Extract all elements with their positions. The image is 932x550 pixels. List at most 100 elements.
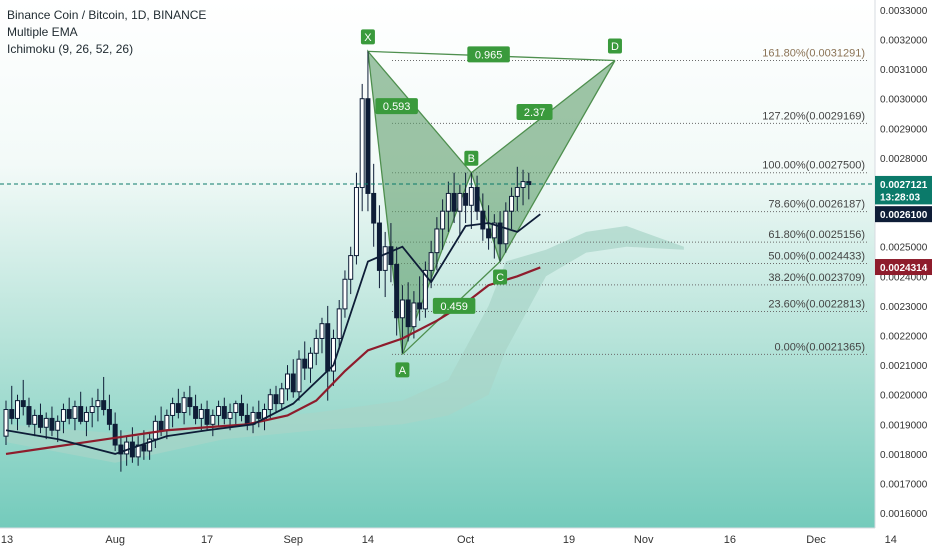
pattern-point-label[interactable] bbox=[360, 29, 375, 45]
candle-body bbox=[353, 187, 359, 257]
candle-body bbox=[3, 409, 9, 437]
candle-body bbox=[124, 441, 130, 455]
candle-body bbox=[221, 406, 227, 419]
candle-body bbox=[480, 210, 486, 230]
candle-body bbox=[193, 406, 199, 419]
candles bbox=[3, 51, 532, 472]
symbol-title[interactable]: Binance Coin / Bitcoin, 1D, BINANCE bbox=[7, 8, 207, 22]
candle-body bbox=[307, 352, 313, 369]
pattern-ratio-label[interactable] bbox=[467, 46, 510, 63]
candle-body bbox=[422, 269, 428, 310]
candle-body bbox=[417, 302, 423, 310]
price-tick-label: 0.0019000 bbox=[880, 420, 928, 431]
candle-body bbox=[55, 420, 61, 431]
time-tick-label: 16 bbox=[724, 534, 736, 546]
candle-body bbox=[106, 409, 112, 425]
candle-body bbox=[411, 302, 417, 328]
candle-body bbox=[445, 192, 451, 212]
pattern-point-label[interactable] bbox=[464, 150, 479, 166]
candle-body bbox=[382, 246, 388, 271]
indicator-ema-label[interactable]: Multiple EMA bbox=[7, 25, 78, 39]
candle-body bbox=[141, 444, 147, 452]
price-tick-label: 0.0016000 bbox=[880, 509, 928, 520]
candle-body bbox=[267, 394, 273, 411]
price-axis[interactable]: 0.0016000 0.0017000 0.0018000 0.0019000 0.00… bbox=[874, 0, 932, 550]
candle-body bbox=[233, 403, 239, 413]
candle-body bbox=[405, 299, 411, 328]
candle-body bbox=[227, 411, 233, 419]
price-tick-label: 0.0024000 bbox=[880, 272, 928, 283]
candle-body bbox=[43, 417, 49, 428]
candle-body bbox=[20, 400, 26, 408]
price-tick-label: 0.0017000 bbox=[880, 480, 928, 491]
pattern-point-text: C bbox=[496, 272, 504, 284]
candle-body bbox=[302, 358, 308, 369]
candle-body bbox=[256, 411, 262, 419]
candle-body bbox=[440, 210, 446, 230]
time-tick-label: 14 bbox=[362, 534, 374, 546]
candle-body bbox=[388, 246, 394, 265]
indicator-ichimoku-label[interactable]: Ichimoku (9, 26, 52, 26) bbox=[7, 42, 134, 56]
pattern-ratio-label[interactable] bbox=[516, 104, 553, 121]
time-tick-label: Aug bbox=[105, 534, 125, 546]
price-tick-label: 0.0028000 bbox=[880, 154, 928, 165]
price-tick-label: 0.0030000 bbox=[880, 95, 928, 106]
candle-body bbox=[152, 420, 158, 440]
pattern-point-label[interactable] bbox=[493, 269, 508, 285]
candle-body bbox=[296, 358, 302, 393]
pattern-point-text: D bbox=[611, 41, 619, 53]
chart-legend: Binance Coin / Bitcoin, 1D, BINANCE Mult… bbox=[7, 7, 206, 58]
candle-body bbox=[239, 403, 245, 416]
candle-body bbox=[468, 187, 474, 206]
candle-body bbox=[175, 403, 181, 413]
price-tick-label: 0.0032000 bbox=[880, 36, 928, 47]
fib-label: 38.20%(0.0023709) bbox=[768, 272, 865, 284]
price-tick-label: 0.0020000 bbox=[880, 391, 928, 402]
candle-body bbox=[325, 323, 331, 372]
pattern-point-text: X bbox=[364, 32, 372, 44]
candle-body bbox=[66, 409, 72, 419]
pattern-ratio-text: 0.965 bbox=[475, 49, 503, 61]
candle-body bbox=[348, 255, 354, 280]
time-axis-bg[interactable] bbox=[0, 528, 875, 550]
fib-label: 127.20%(0.0029169) bbox=[762, 110, 865, 122]
candle-body bbox=[129, 441, 135, 458]
price-tick-label: 0.0031000 bbox=[880, 65, 928, 76]
candle-body bbox=[210, 414, 216, 425]
candle-body bbox=[95, 400, 101, 408]
pattern-point-label[interactable] bbox=[395, 362, 410, 378]
price-badge-text: 13:28:03 bbox=[880, 192, 920, 203]
price-badge-text: 0.0024314 bbox=[880, 263, 928, 274]
candle-body bbox=[78, 406, 84, 422]
time-tick-label: Nov bbox=[634, 534, 654, 546]
candle-body bbox=[158, 420, 164, 431]
pattern-ratio-label[interactable] bbox=[432, 297, 476, 314]
candle-body bbox=[434, 228, 440, 254]
indicator-lines bbox=[0, 183, 875, 456]
candle-body bbox=[112, 423, 118, 446]
price-tick-label: 0.0033000 bbox=[880, 6, 928, 17]
price-tick-label: 0.0023000 bbox=[880, 302, 928, 313]
time-axis[interactable]: 13 Aug 17 Sep 14 Oct 19 Nov 16 Dec 14 bbox=[0, 527, 897, 550]
pattern-ratio-label[interactable] bbox=[375, 98, 418, 115]
candle-body bbox=[520, 181, 526, 189]
time-tick-label: Sep bbox=[283, 534, 303, 546]
candle-body bbox=[486, 228, 492, 239]
pattern-labels[interactable]: X A B C D 0.965 0.593 2.37 0.459 bbox=[360, 29, 622, 378]
price-tick-label: 0.0025000 bbox=[880, 243, 928, 254]
candle-body bbox=[204, 409, 210, 425]
time-tick-label: 13 bbox=[1, 534, 13, 546]
candle-body bbox=[336, 308, 342, 339]
fib-label: 23.60%(0.0022813) bbox=[768, 298, 865, 310]
candle-body bbox=[187, 397, 193, 408]
candle-body bbox=[164, 414, 170, 431]
pattern-point-label[interactable] bbox=[607, 38, 622, 54]
candle-body bbox=[394, 263, 400, 319]
candle-body bbox=[170, 403, 176, 416]
candle-body bbox=[497, 222, 503, 245]
candle-body bbox=[83, 411, 89, 422]
candle-body bbox=[72, 406, 78, 419]
candle-body bbox=[509, 195, 515, 212]
